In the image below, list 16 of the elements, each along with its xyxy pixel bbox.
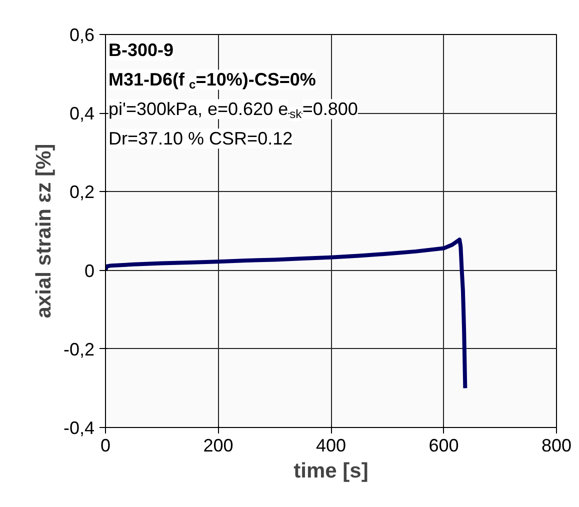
line-series — [106, 238, 468, 390]
y-axis-title: axial strain εz [%] — [32, 144, 56, 318]
y-tick-label: 0,4 — [69, 104, 95, 124]
x-axis-title: time [s] — [294, 460, 368, 482]
x-tick-label: 0 — [100, 436, 111, 456]
annotation: B-300-9 — [108, 40, 174, 60]
y-tick-label: -0,2 — [63, 339, 95, 360]
x-tick-label: 400 — [316, 436, 346, 456]
annotation: Dr=37.10 % CSR=0.12 — [108, 128, 293, 149]
x-tick-label: 800 — [541, 436, 572, 456]
y-tick-label: 0 — [84, 260, 95, 281]
x-tick-label: 600 — [428, 436, 459, 456]
y-tick-label: 0,6 — [69, 25, 95, 45]
y-tick-label: -0,4 — [63, 418, 95, 438]
x-tick-label: 200 — [203, 436, 234, 456]
y-tick-label: 0,2 — [69, 182, 95, 202]
